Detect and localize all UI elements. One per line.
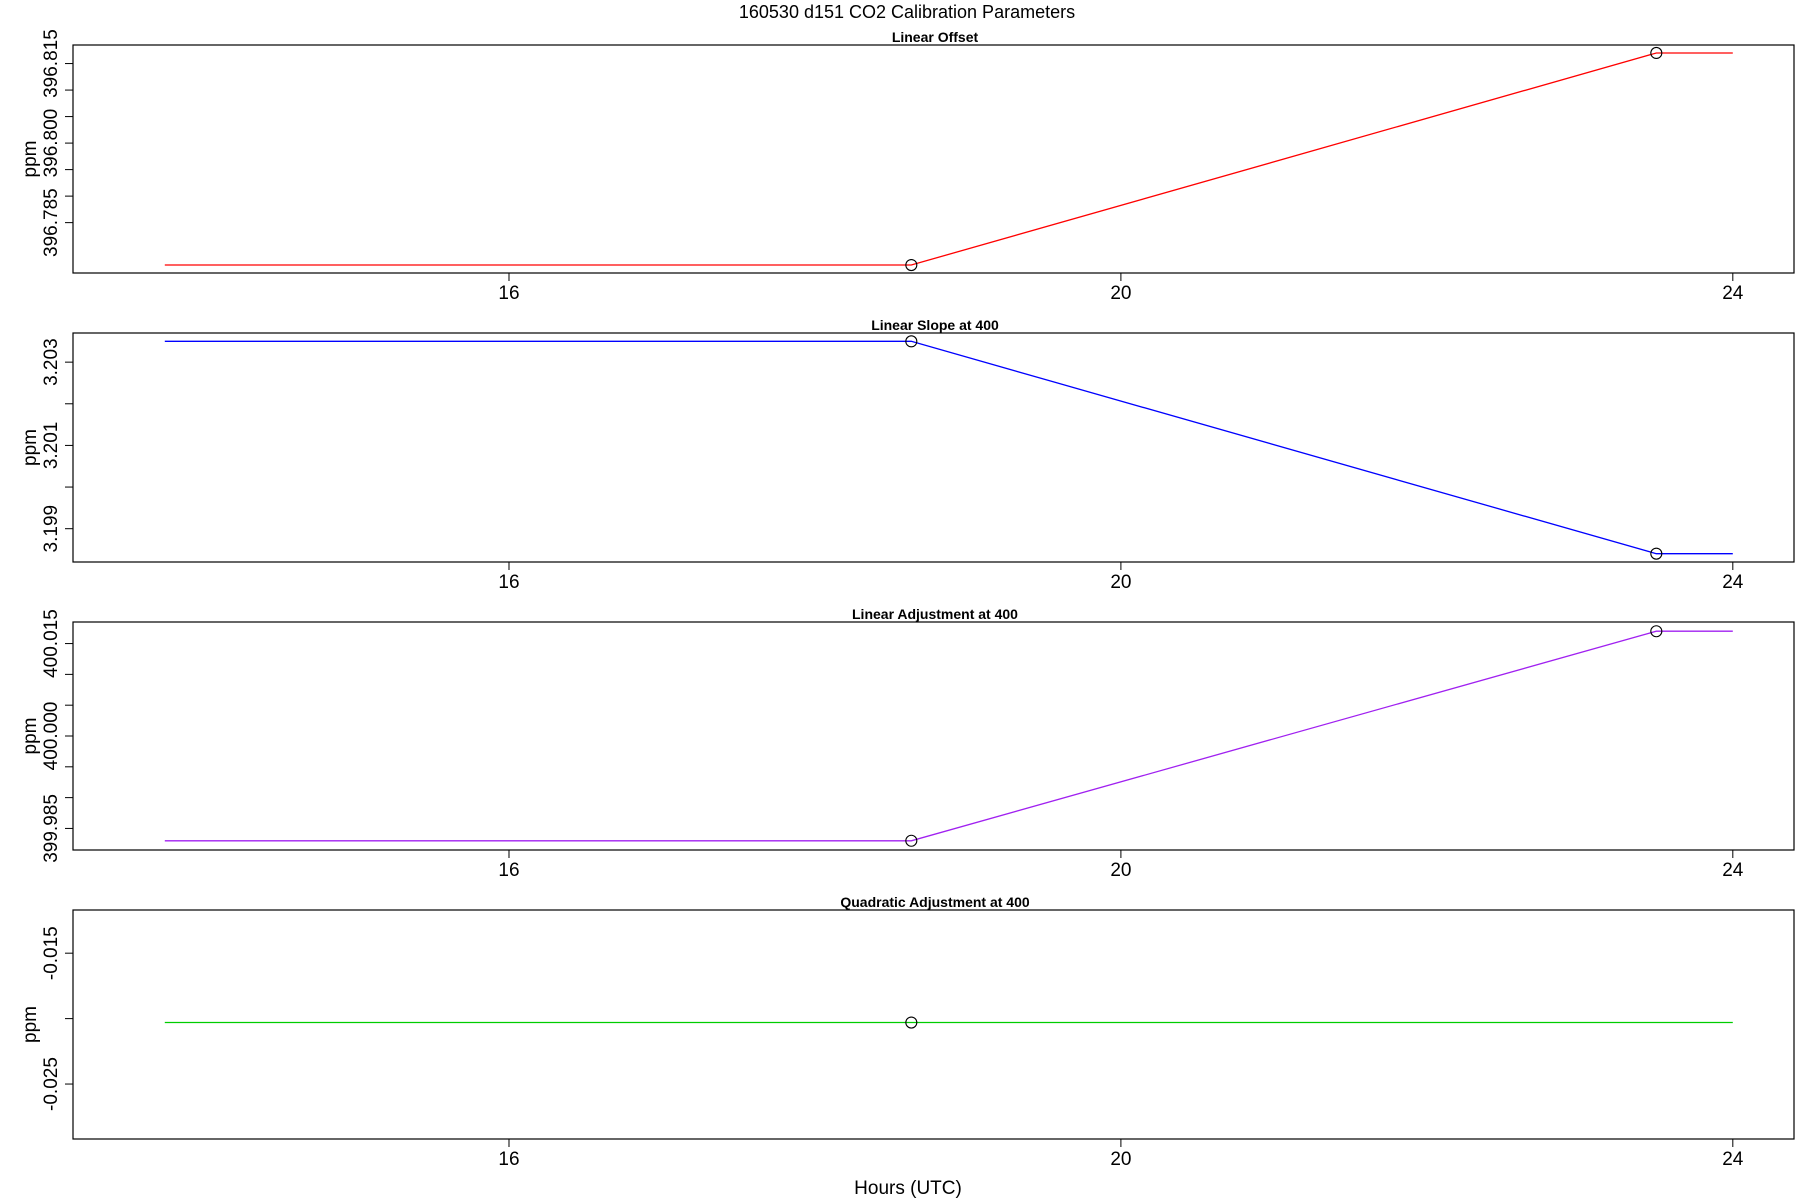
series-line xyxy=(164,630,1733,842)
plot-frame xyxy=(72,621,1795,851)
x-tick-label: 16 xyxy=(498,283,519,304)
x-tick-label: 20 xyxy=(1110,1149,1131,1170)
x-tick-label: 16 xyxy=(498,860,519,881)
y-tick-label: 400.015 xyxy=(41,609,62,678)
x-tick-label: 24 xyxy=(1722,283,1744,304)
x-tick-label: 20 xyxy=(1110,860,1131,881)
y-tick-label: 396.785 xyxy=(41,188,62,257)
x-tick-label: 20 xyxy=(1110,572,1131,593)
panel-title: Linear Slope at 400 xyxy=(871,317,999,333)
panel-2: Linear Slope at 400 ppm 16 20 24 3.199 3.201 3.… xyxy=(20,317,1795,593)
data-point-marker xyxy=(1650,547,1663,560)
y-tick-label: 396.800 xyxy=(41,109,62,178)
y-tick-label: -0.025 xyxy=(41,1057,62,1111)
data-point-marker xyxy=(1650,625,1663,638)
y-axis-label: ppm xyxy=(20,1006,41,1043)
x-tick-label: 16 xyxy=(498,1149,519,1170)
main-title: 160530 d151 CO2 Calibration Parameters xyxy=(739,2,1075,22)
series-line xyxy=(164,52,1733,266)
y-tick-label: 400.000 xyxy=(41,702,62,771)
y-axis-label: ppm xyxy=(20,429,41,466)
panel-4: Quadratic Adjustment at 400 ppm 16 20 24 -0.0… xyxy=(20,894,1795,1170)
chart-panels: Linear Offset ppm 16 20 24 396.785 396.800 396.… xyxy=(20,29,1795,1170)
plot-frame xyxy=(72,909,1795,1140)
y-tick-label: 3.203 xyxy=(41,338,62,386)
panel-title: Quadratic Adjustment at 400 xyxy=(840,894,1030,910)
x-tick-label: 24 xyxy=(1722,860,1744,881)
plot-frame xyxy=(72,44,1795,274)
panel-title: Linear Adjustment at 400 xyxy=(852,606,1018,622)
x-tick-label: 20 xyxy=(1110,283,1131,304)
y-tick-label: 399.985 xyxy=(41,794,62,863)
panel-title: Linear Offset xyxy=(892,29,979,45)
series-line xyxy=(164,340,1733,555)
data-point-marker xyxy=(1650,46,1663,60)
data-point-marker xyxy=(905,834,918,847)
y-tick-label: 396.815 xyxy=(41,29,62,98)
panel-1: Linear Offset ppm 16 20 24 396.785 396.800 396.… xyxy=(20,29,1795,304)
data-point-marker xyxy=(905,258,918,272)
y-tick-label: 3.201 xyxy=(41,422,62,470)
panel-3: Linear Adjustment at 400 ppm 16 20 24 399.985… xyxy=(20,606,1795,881)
y-axis-label: ppm xyxy=(20,718,41,755)
y-axis-label: ppm xyxy=(20,141,41,178)
x-tick-label: 24 xyxy=(1722,572,1744,593)
plot-frame xyxy=(72,332,1795,563)
data-point-marker xyxy=(905,335,918,348)
y-tick-label: 3.199 xyxy=(41,505,62,553)
y-tick-label: -0.015 xyxy=(41,926,62,980)
x-axis-label: Hours (UTC) xyxy=(854,1178,962,1199)
x-tick-label: 16 xyxy=(498,572,519,593)
data-point-marker xyxy=(905,1016,918,1029)
x-tick-label: 24 xyxy=(1722,1149,1744,1170)
